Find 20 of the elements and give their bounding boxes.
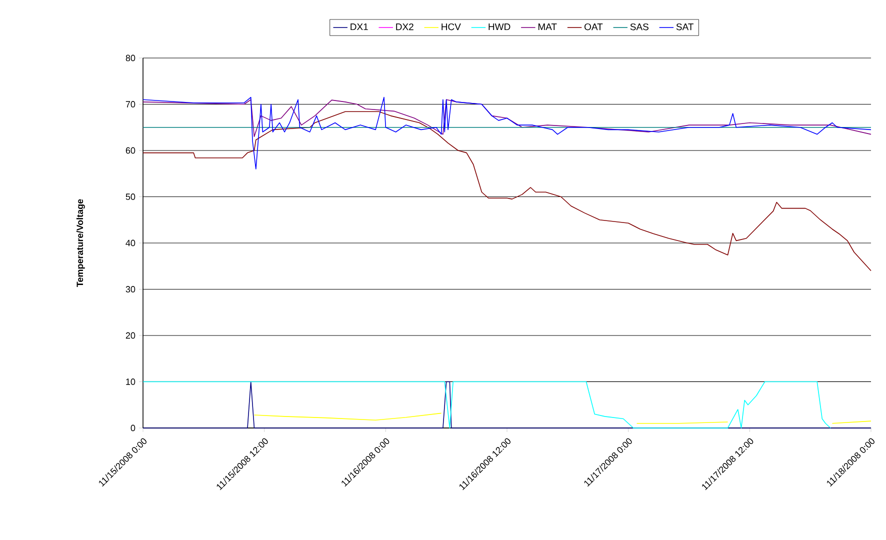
y-tick-label: 60 xyxy=(126,147,136,154)
line-series xyxy=(142,96,872,170)
legend-label: SAT xyxy=(676,23,694,30)
legend-label: OAT xyxy=(584,23,603,30)
y-tick-label: 40 xyxy=(126,240,136,246)
legend-label: HCV xyxy=(442,23,461,30)
y-tick-label: 10 xyxy=(126,378,136,385)
y-tick-label: 20 xyxy=(126,332,136,339)
y-tick-label: 0 xyxy=(130,424,136,432)
y-tick-label: 70 xyxy=(126,101,136,108)
legend-label: DX1 xyxy=(350,24,368,30)
legend-label: SAS xyxy=(630,23,648,30)
y-tick-label: 30 xyxy=(126,286,136,292)
legend-label: MAT xyxy=(538,24,557,30)
legend-label: DX2 xyxy=(396,23,414,30)
legend-label: HWD xyxy=(488,24,510,30)
line-series xyxy=(142,99,872,138)
y-axis-title: Temperature/Voltage xyxy=(76,199,85,287)
y-tick-label: 50 xyxy=(126,194,136,200)
y-tick-label: 80 xyxy=(126,54,136,62)
